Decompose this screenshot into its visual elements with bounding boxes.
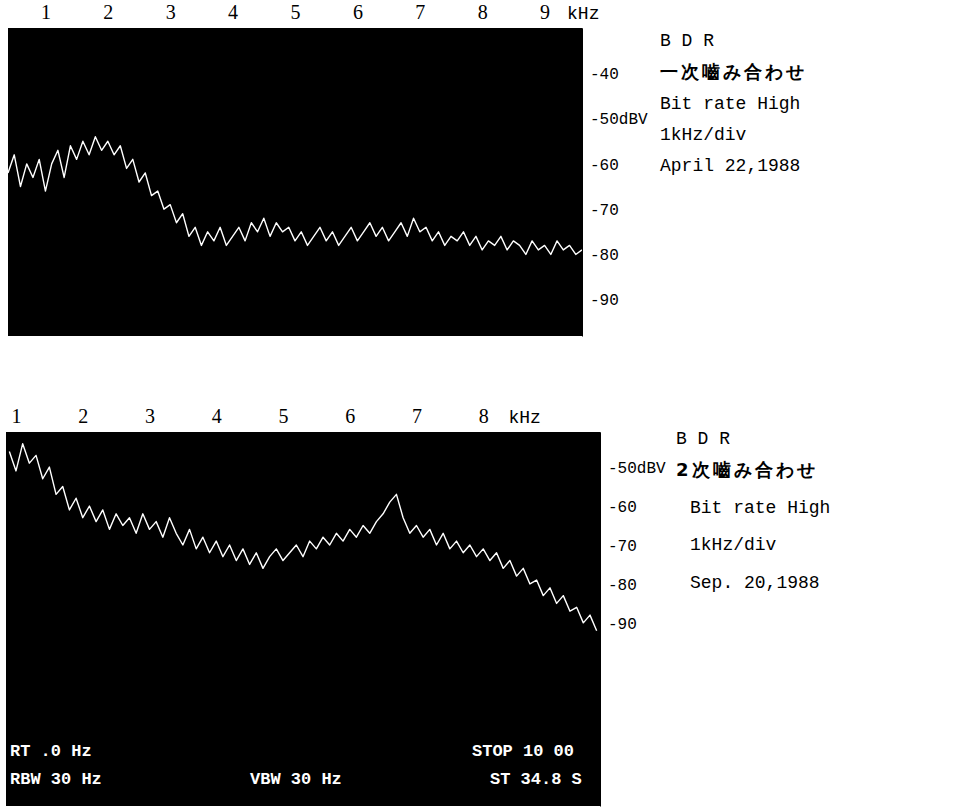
tick: 1 (41, 1, 51, 28)
tick-label: 3 (166, 1, 176, 23)
annotation: B D R (660, 31, 714, 51)
tick: 3 (166, 1, 176, 28)
annotation: 1kHz/div (690, 535, 777, 555)
tick-label: -60 (608, 499, 637, 517)
annotation: Sep. 20,1988 (690, 573, 820, 593)
tick-label: 5 (291, 1, 301, 23)
axis-line (600, 433, 601, 807)
figure: 1 2 3 4 5 6 7 8 9 kHz -40 -50dBV -60 -70 -80 -90 B D R 一次… (0, 0, 954, 812)
tick-label: 8 (478, 1, 488, 23)
tick-label: -70 (590, 202, 619, 220)
tick-label: -70 (608, 538, 637, 556)
tick-label: 7 (415, 1, 425, 23)
tick-label: 5 (278, 405, 288, 427)
tick: 6 (345, 405, 355, 432)
tick-label: -50dBV (590, 111, 648, 129)
tick: 5 (278, 405, 288, 432)
tick: -70 (600, 538, 637, 556)
tick: -90 (582, 292, 619, 310)
tick: 4 (212, 405, 222, 432)
tick: 4 (228, 1, 238, 28)
screen-text: RBW 30 Hz (10, 770, 102, 789)
tick: 7 (415, 1, 425, 28)
annotation: Bit rate High (660, 94, 800, 114)
axis-line (7, 432, 601, 433)
tick-label: 4 (228, 1, 238, 23)
tick-label: 9 (540, 1, 550, 23)
tick-label: 7 (412, 405, 422, 427)
tick-label: -80 (608, 577, 637, 595)
tick: -50dBV (600, 460, 666, 478)
tick-label: 8 (479, 405, 489, 427)
annotation: 2次嚙み合わせ (676, 459, 818, 480)
tick-label: 2 (103, 1, 113, 23)
tick-label: -80 (590, 247, 619, 265)
tick: -60 (582, 157, 619, 175)
annotation: B D R (676, 429, 730, 449)
y-axis: -40 -50dBV -60 -70 -80 -90 (582, 29, 648, 337)
axis-unit: kHz (508, 408, 540, 428)
tick: -40 (582, 66, 619, 84)
tick: 8 (479, 405, 489, 432)
tick-label: 3 (145, 405, 155, 427)
tick-label: 2 (78, 405, 88, 427)
panel: 1 2 3 4 5 6 7 8 9 kHz -40 -50dBV -60 -70 -80 -90 B D R 一次… (8, 1, 807, 337)
tick: 6 (353, 1, 363, 28)
annotation: 1kHz/div (660, 125, 747, 145)
x-axis: 1 2 3 4 5 6 7 8 (7, 405, 601, 433)
annotation: Bit rate High (690, 498, 830, 518)
axis-unit: kHz (567, 4, 599, 24)
tick: -80 (600, 577, 637, 595)
screen-text: RT .0 Hz (10, 742, 92, 761)
tick-label: 1 (41, 1, 51, 23)
tick: 2 (78, 405, 88, 432)
plot-background (6, 432, 600, 806)
tick-label: -50dBV (608, 460, 666, 478)
tick: -80 (582, 247, 619, 265)
tick-label: 6 (353, 1, 363, 23)
plot-background (8, 28, 582, 336)
tick: 3 (145, 405, 155, 432)
tick-label: -90 (608, 616, 637, 634)
panel: 1 2 3 4 5 6 7 8 kHz -50dBV -60 -70 -80 -90 B D R 2次嚙み合わ… (6, 405, 830, 807)
axis-line (9, 28, 583, 29)
tick: 5 (291, 1, 301, 28)
x-axis: 1 2 3 4 5 6 7 8 9 (9, 1, 583, 29)
tick-label: -60 (590, 157, 619, 175)
tick: 2 (103, 1, 113, 28)
tick: -60 (600, 499, 637, 517)
plot-area (9, 444, 596, 631)
tick-label: 1 (12, 405, 22, 427)
screen-text: ST 34.8 S (490, 770, 582, 789)
spectrum-trace (8, 137, 582, 255)
tick: 9 (540, 1, 550, 28)
tick-label: -40 (590, 66, 619, 84)
tick: 8 (478, 1, 488, 28)
tick-label: 4 (212, 405, 222, 427)
screen-text: STOP 10 00 (472, 742, 574, 761)
spectrum-trace (9, 444, 596, 631)
tick: -50dBV (582, 111, 648, 129)
tick: 7 (412, 405, 422, 432)
screen-text: VBW 30 Hz (250, 770, 342, 789)
tick: -70 (582, 202, 619, 220)
tick: -90 (600, 616, 637, 634)
tick: 1 (12, 405, 22, 432)
tick-label: 6 (345, 405, 355, 427)
y-axis: -50dBV -60 -70 -80 -90 (600, 433, 666, 807)
annotation: 一次嚙み合わせ (660, 61, 807, 82)
tick-label: -90 (590, 292, 619, 310)
annotation: April 22,1988 (660, 156, 800, 176)
plot-area (8, 137, 582, 255)
axis-line (582, 29, 583, 337)
